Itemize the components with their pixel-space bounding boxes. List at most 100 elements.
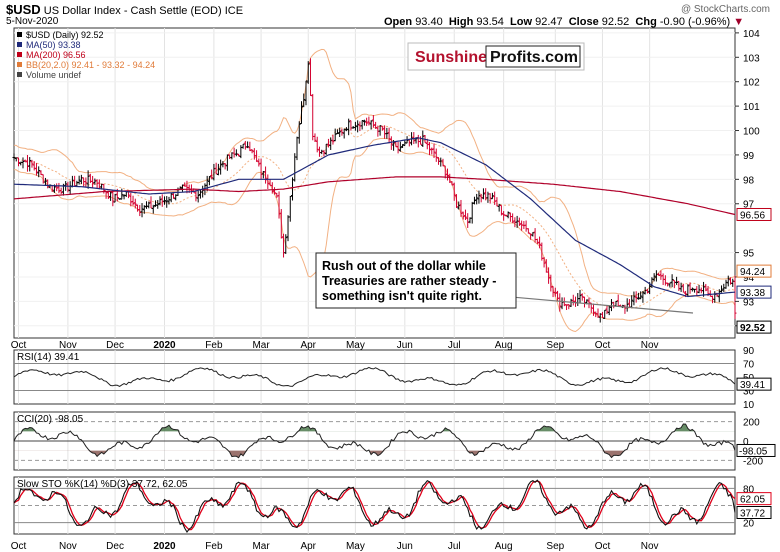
price-bar [360,120,364,130]
price-bar [59,187,63,195]
legend-entry: BB(20,2.0) 92.41 - 93.32 - 94.24 [26,60,155,70]
price-bar [77,175,81,185]
price-bar [720,285,724,293]
price-bar [223,162,227,170]
price-bar [326,138,330,148]
price-bar [261,171,265,179]
price-bar [73,175,77,187]
chart-header: $USD US Dollar Index - Cash Settle (EOD)… [6,2,243,17]
price-bar [576,293,580,307]
open-value: 93.40 [415,16,443,28]
price-bar [632,291,636,306]
price-bar [578,289,582,304]
price-bar [286,215,290,242]
price-bar [324,143,328,155]
x-tick-label: Feb [205,541,223,552]
price-bar [25,154,29,172]
price-bar [219,159,223,175]
cci-tick-label: 0 [743,437,749,448]
price-bar [565,304,569,311]
badge-value: 62.05 [740,495,765,506]
legend-entry: Volume undef [26,70,82,80]
price-bar [401,144,405,148]
price-bar [140,203,144,218]
ma50-line [13,137,736,298]
x-tick-label: Aug [495,541,513,552]
price-bar [57,182,61,194]
price-bar [497,203,501,212]
header-date: 5-Nov-2020 [6,16,59,27]
price-bar [120,188,124,200]
price-bar [205,175,209,192]
price-bar [668,282,672,288]
badge-box [736,264,772,278]
indicator-lines: RSI(14) 39.41 CCI(20) -98.05 Slow STO %K(1… [13,352,736,533]
instrument-name: US Dollar Index - Cash Settle (EOD) [43,5,222,17]
price-bar [151,204,155,214]
open-label: Open [384,16,413,28]
x-tick-label: Mar [252,340,270,351]
price-bar [347,118,351,136]
price-bar [553,287,557,297]
price-bar [147,201,151,209]
price-bar [342,128,346,139]
x-tick-label: Mar [252,541,270,552]
price-bar [432,143,436,158]
price-bar [396,141,400,154]
price-bar [486,191,490,203]
badge-value: 92.52 [740,323,765,334]
price-bar [16,157,20,167]
price-bar [454,194,458,208]
price-bar [704,283,708,292]
price-bar [695,286,699,296]
annotation-line-1: Rush out of the dollar while [322,259,486,273]
price-bar [450,181,454,186]
price-bar [207,176,211,186]
price-bar [398,141,402,152]
legend-swatch [17,32,22,37]
rsi-tick-label: 70 [743,360,755,371]
price-bar [560,297,564,310]
price-tick-label: 101 [743,102,760,113]
price-bar [171,193,175,199]
price-bar [149,196,153,209]
price-bar [603,309,607,319]
price-tick-label: 95 [743,249,755,260]
price-bar [526,228,530,234]
price-bar [162,196,166,205]
annotation-callout: Rush out of the dollar while Treasuries … [315,252,694,314]
price-bar [389,136,393,150]
price-bar [733,275,737,319]
x-tick-label: Nov [59,340,77,351]
x-tick-label: Aug [495,340,513,351]
price-bar [457,201,461,210]
price-bar [385,127,389,139]
x-tick-label: Apr [300,541,316,552]
price-bar [657,272,661,277]
price-bar [596,308,600,318]
price-bar [86,170,90,189]
price-badge: 92.52 [736,320,772,334]
price-bar [34,162,38,176]
x-tick-label: Sep [546,340,564,351]
x-tick-label: Apr [300,340,316,351]
legend-entry: $USD (Daily) 92.52 [26,30,104,40]
badge-box [736,207,772,221]
price-bar [160,194,164,207]
rsi-panel [13,349,736,405]
x-tick-label: Oct [595,340,611,351]
price-bar [609,299,613,312]
badge-value: 96.56 [740,210,765,221]
logo-part2: Profits.com [490,49,578,66]
price-bar [322,149,326,157]
price-bar [246,141,250,149]
sto-badge: 62.05 [736,492,772,506]
x-tick-label: Oct [595,541,611,552]
price-bar [623,304,627,314]
price-badge: 96.56 [736,207,772,221]
price-bar [461,211,465,220]
price-bar [37,166,41,178]
legend-swatch [17,42,22,47]
price-bar [504,214,508,217]
